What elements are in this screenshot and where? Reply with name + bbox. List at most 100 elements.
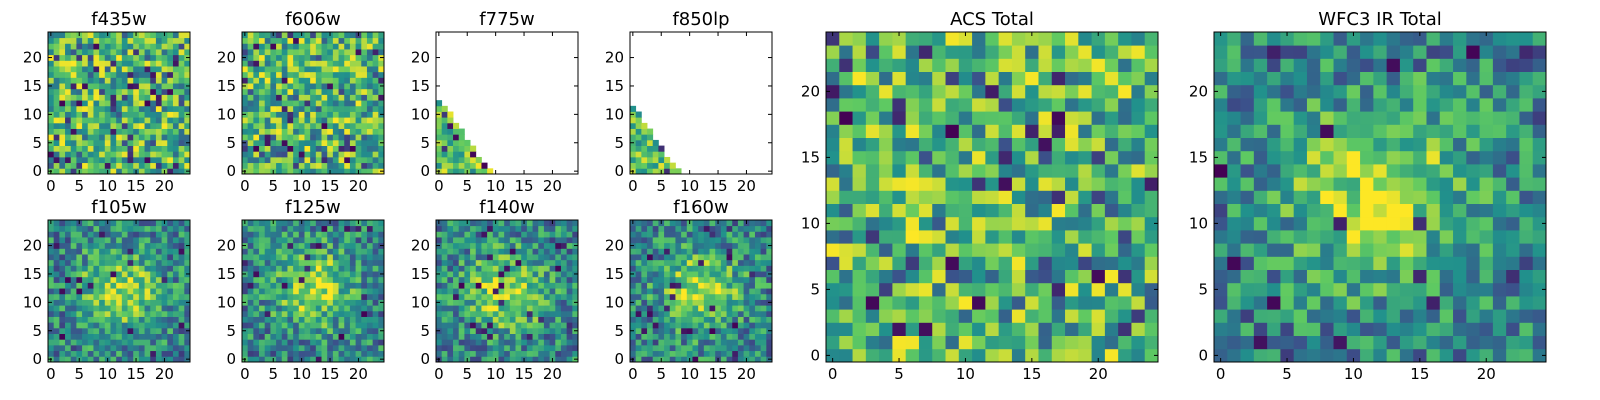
- heatmap-cell: [65, 288, 72, 295]
- heatmap-cell: [338, 231, 345, 238]
- heatmap-cell: [315, 265, 322, 272]
- heatmap-cell: [1240, 256, 1255, 270]
- x-tick-label: 15: [708, 177, 727, 195]
- heatmap-cell: [664, 356, 671, 363]
- heatmap-cell: [509, 344, 516, 352]
- heatmap-cell: [826, 58, 840, 72]
- heatmap-cell: [76, 276, 83, 283]
- heatmap-cell: [737, 333, 744, 340]
- heatmap-cell: [116, 105, 123, 112]
- heatmap-cell: [93, 168, 100, 175]
- heatmap-cell: [270, 225, 277, 232]
- heatmap-cell: [458, 293, 465, 300]
- heatmap-cell: [720, 356, 727, 363]
- heatmap-cell: [144, 242, 151, 249]
- heatmap-cell: [1426, 335, 1441, 350]
- heatmap-cell: [464, 162, 471, 169]
- heatmap-cell: [664, 220, 671, 227]
- heatmap-cell: [298, 344, 305, 352]
- heatmap-cell: [1118, 164, 1132, 178]
- heatmap-cell: [150, 71, 157, 78]
- heatmap-cell: [985, 124, 1000, 138]
- heatmap-cell: [447, 156, 454, 164]
- heatmap-cell: [698, 271, 705, 278]
- heatmap-cell: [253, 60, 260, 67]
- heatmap-cell: [652, 350, 659, 357]
- heatmap-cell: [458, 225, 465, 232]
- heatmap-cell: [338, 32, 345, 39]
- heatmap-cell: [441, 299, 448, 306]
- heatmap-cell: [178, 225, 185, 232]
- heatmap-cell: [321, 310, 328, 317]
- heatmap-cell: [481, 231, 488, 238]
- heatmap-cell: [703, 327, 710, 334]
- heatmap-cell: [53, 139, 60, 146]
- heatmap-cell: [310, 145, 317, 152]
- heatmap-cell: [635, 293, 642, 300]
- heatmap-cell: [59, 333, 66, 340]
- heatmap-cell: [138, 122, 145, 129]
- heatmap-cell: [321, 100, 328, 107]
- heatmap-cell: [133, 122, 140, 129]
- heatmap-cell: [972, 269, 986, 284]
- heatmap-cell: [293, 248, 300, 255]
- heatmap-cell: [133, 49, 140, 56]
- heatmap-cell: [1240, 296, 1255, 310]
- heatmap-cell: [1038, 71, 1053, 86]
- heatmap-cell: [692, 271, 699, 278]
- heatmap-cell: [566, 288, 573, 295]
- heatmap-cell: [447, 134, 454, 141]
- heatmap-cell: [852, 164, 867, 178]
- heatmap-cell: [247, 248, 254, 255]
- heatmap-cell: [338, 220, 345, 227]
- heatmap-cell: [543, 288, 550, 295]
- heatmap-cell: [87, 77, 94, 84]
- heatmap-cell: [1051, 282, 1066, 297]
- heatmap-cell: [441, 128, 448, 135]
- heatmap-cell: [1492, 348, 1507, 363]
- heatmap-cell: [538, 282, 545, 289]
- heatmap-cell: [1373, 335, 1388, 350]
- x-tick-label: 10: [292, 177, 311, 195]
- heatmap-cell: [93, 111, 100, 118]
- heatmap-cell: [715, 248, 722, 255]
- heatmap-cell: [932, 71, 946, 86]
- heatmap-cell: [338, 271, 345, 278]
- heatmap-cells: [436, 100, 494, 175]
- heatmap-cell: [509, 271, 516, 278]
- heatmap-cell: [1399, 309, 1414, 323]
- heatmap-cell: [338, 83, 345, 90]
- heatmap-cell: [1104, 243, 1119, 257]
- heatmap-cell: [172, 350, 180, 357]
- heatmap-cell: [293, 54, 300, 61]
- heatmap-cell: [121, 111, 128, 118]
- heatmap-cell: [566, 276, 573, 283]
- heatmap-cell: [121, 168, 128, 175]
- heatmap-cell: [487, 237, 494, 244]
- heatmap-cell: [985, 150, 1000, 165]
- heatmap-cell: [161, 105, 168, 112]
- heatmap-cell: [65, 344, 72, 352]
- heatmap-cell: [1104, 84, 1119, 99]
- heatmap-cell: [298, 71, 305, 78]
- heatmap-cell: [70, 122, 77, 129]
- heatmap-cell: [104, 299, 111, 306]
- heatmap-cell: [641, 299, 648, 306]
- heatmap-cell: [298, 111, 305, 118]
- heatmap-cell: [355, 54, 362, 61]
- heatmap-cell: [378, 32, 385, 39]
- heatmap-cell: [99, 139, 106, 146]
- heatmap-cell: [127, 305, 134, 312]
- heatmap-cell: [1051, 84, 1066, 99]
- heatmap-cell: [270, 248, 277, 255]
- heatmap-cell: [641, 168, 648, 175]
- heatmap-cell: [276, 310, 283, 317]
- heatmap-cell: [155, 248, 162, 255]
- heatmap-cell: [464, 310, 471, 317]
- heatmap-cell: [538, 316, 545, 323]
- heatmap-cell: [133, 333, 140, 340]
- heatmap-cell: [487, 310, 494, 317]
- heatmap-cell: [259, 32, 266, 39]
- heatmap-cell: [932, 58, 946, 72]
- heatmap-cell: [338, 37, 345, 44]
